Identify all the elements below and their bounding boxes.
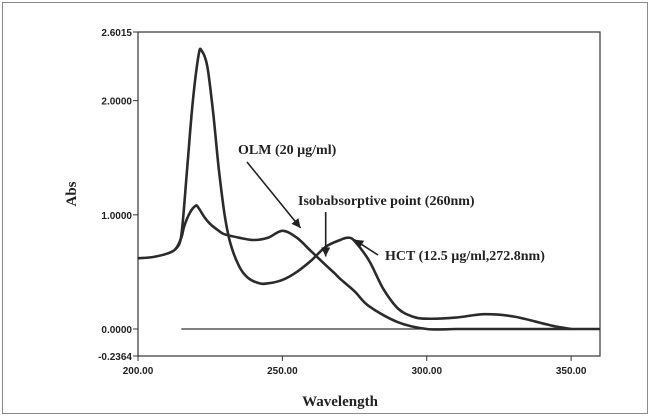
series-line-olm xyxy=(137,204,600,331)
series-line-hct xyxy=(174,47,572,331)
series-layer xyxy=(137,47,600,331)
arrow-olm xyxy=(246,161,302,229)
y-tick-label: 0.0000 xyxy=(101,325,132,336)
arrow-hct-head xyxy=(354,239,365,249)
annotation-iso: Isobabsorptive point (260nm) xyxy=(298,194,475,209)
x-tick-label: 250.00 xyxy=(267,366,298,377)
arrow-iso-head xyxy=(321,247,331,257)
figure-frame xyxy=(2,2,648,414)
y-axis-ticks: 2.6015 2.0000 1.0000 0.0000 -0.2364 xyxy=(98,28,138,363)
annotation-hct: HCT (12.5 µg/ml,272.8nm) xyxy=(385,249,545,264)
y-axis-title: Abs xyxy=(64,181,80,206)
x-tick-label: 200.00 xyxy=(123,366,154,377)
annotation-layer: OLM (20 µg/ml) Isobabsorptive point (260n… xyxy=(238,143,545,264)
x-tick-label: 300.00 xyxy=(411,366,442,377)
arrow-olm-head xyxy=(291,218,301,228)
x-tick-label: 350.00 xyxy=(556,366,587,377)
x-axis-title: Wavelength xyxy=(302,394,378,410)
x-axis-ticks: 200.00 250.00 300.00 350.00 xyxy=(123,356,587,377)
y-tick-label: 1.0000 xyxy=(101,211,132,222)
plot-area-border xyxy=(137,31,601,357)
y-tick-label: 2.6015 xyxy=(101,28,132,39)
annotation-olm: OLM (20 µg/ml) xyxy=(238,143,337,158)
y-tick-label: 2.0000 xyxy=(101,97,132,108)
y-tick-label: -0.2364 xyxy=(98,352,132,363)
